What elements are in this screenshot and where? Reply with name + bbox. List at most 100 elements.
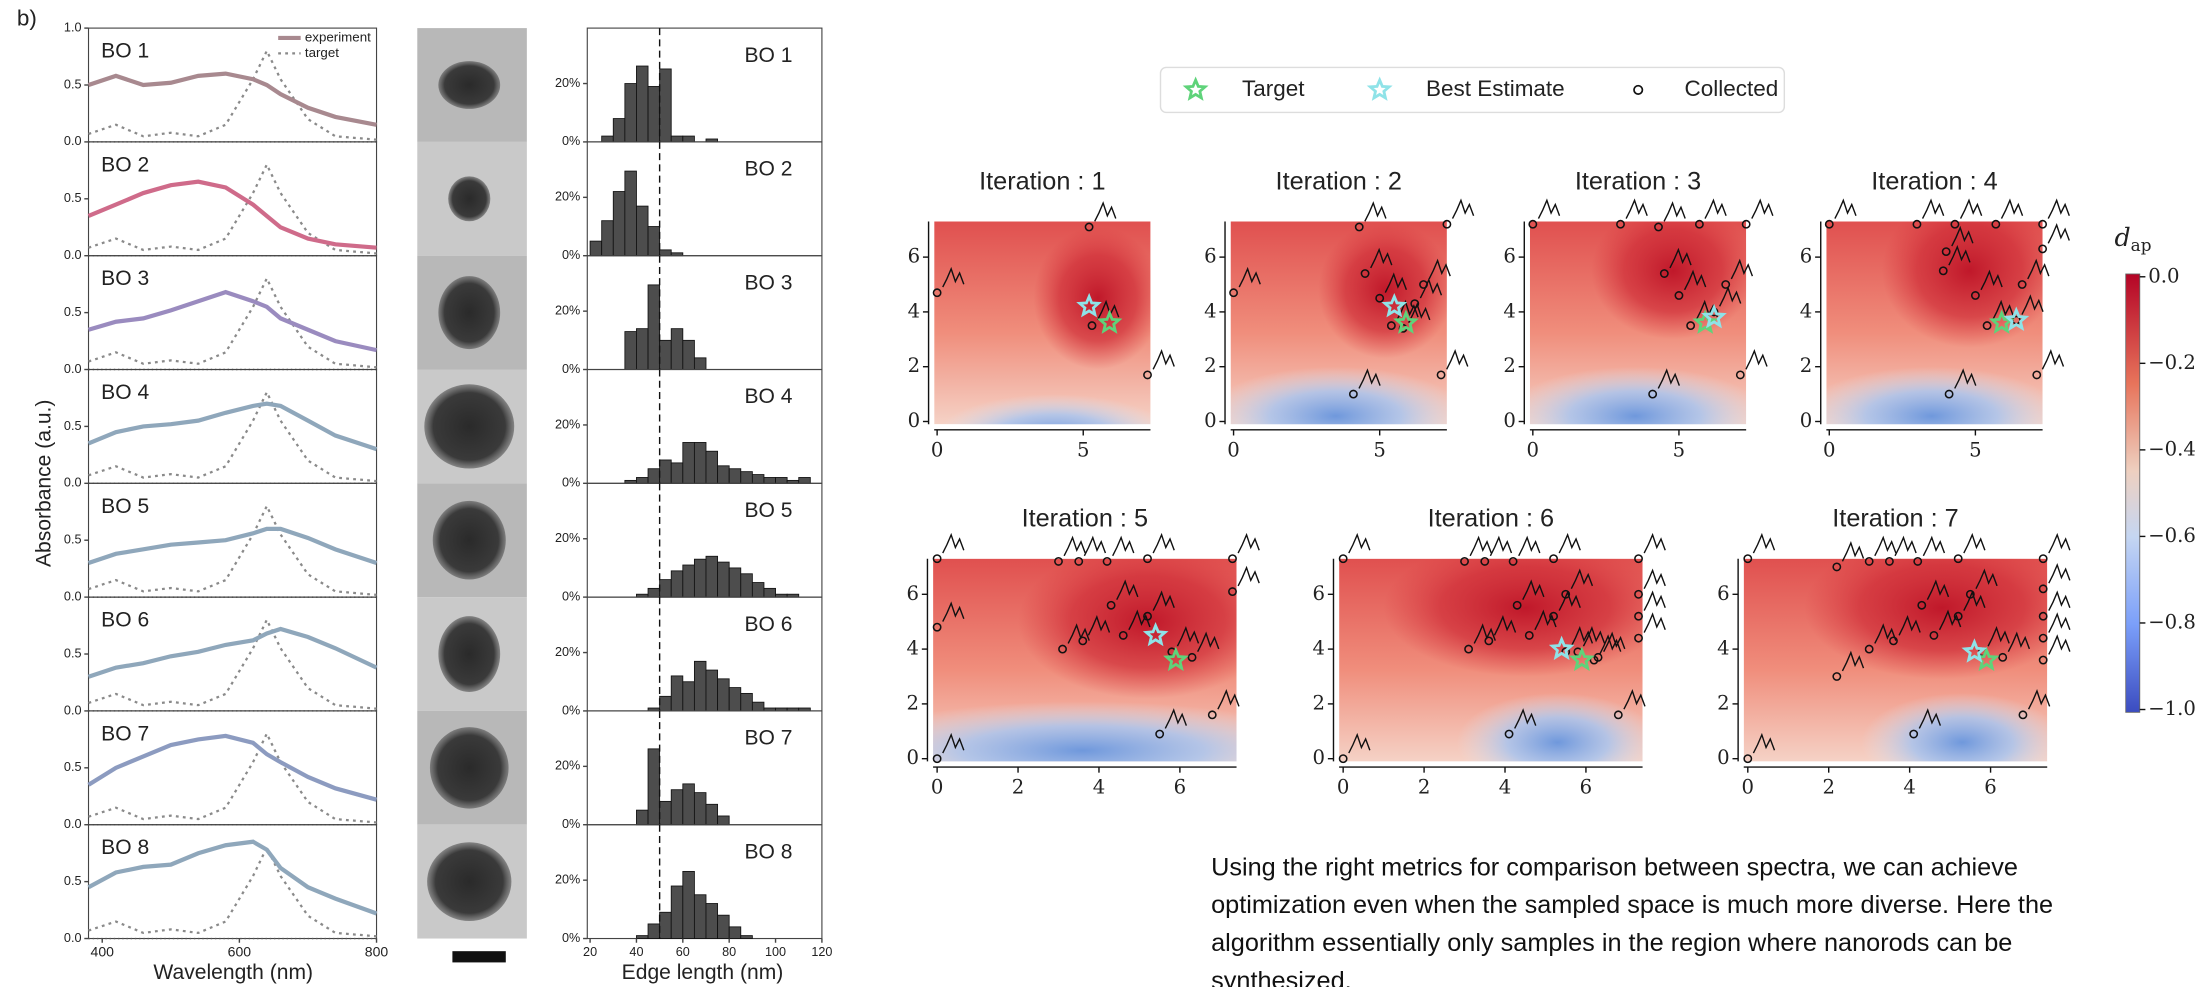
x-tick-label: 5 [1373,438,1386,461]
plot-title: Iteration : 7 [1832,505,1958,533]
hist-bar [729,927,741,939]
x-tick-label: 6 [1984,776,1997,799]
hist-bar [625,332,637,370]
hist-bar [660,340,672,369]
spectrum-glyph [1519,538,1540,556]
experiment-curve [89,182,377,248]
plot-title: Iteration : 1 [979,167,1105,195]
hist-bar [613,119,625,142]
heatmap [1339,540,1667,792]
y-tick-label: 0.5 [64,77,82,91]
spectrum-glyph [1153,535,1174,553]
x-tick-label: 0 [1527,438,1540,461]
spectrum-glyph [1064,538,1085,556]
row-label: BO 4 [101,381,149,404]
spectrum-glyph [2048,225,2069,243]
spectrum-glyph [1349,535,1370,553]
hist-bar [752,583,764,598]
row-label: BO 8 [101,836,149,859]
hist-bar [648,924,660,939]
heatmap-low [1204,367,1467,466]
heatmap-low [1861,693,2063,792]
nanoparticle [448,176,490,221]
heatmap-layers [934,221,1171,476]
row-label: BO 8 [745,840,793,863]
y-tick-label: 0 [907,746,920,769]
spectrum-glyph [1153,351,1174,369]
spectrum-glyph [2048,200,2069,218]
y-tick-label: 0 [1313,746,1326,769]
x-tick-label: 5 [1077,438,1090,461]
heatmap-layers [1744,537,2080,792]
y-tick-label: 0 [1503,409,1516,432]
heatmap-high [1034,227,1163,369]
hist-bar [706,451,718,483]
y-tick-label: 2 [1503,354,1516,377]
colorbar-tick-label: 0.0 [2148,264,2179,287]
heatmap-low [1800,367,2063,466]
nanoparticle [424,384,514,468]
y-tick-label: 20% [555,76,580,90]
experiment-curve [89,529,377,563]
y-tick-label: 0.5 [64,874,82,888]
hist-bar [660,460,672,483]
target-curve [89,165,377,254]
hist-bar [694,358,706,370]
row-label: BO 1 [101,40,149,63]
hist-bar [602,221,614,256]
hist-bar [752,475,764,484]
experiment-curve [89,404,377,450]
hist-bar [671,571,683,597]
row-label: BO 7 [101,722,149,745]
row-label: BO 5 [101,495,149,518]
y-tick-label: 20% [555,759,580,773]
hist-bar [741,936,753,939]
hist-bar [636,66,648,142]
hist-bar [741,574,753,597]
scale-bar [452,951,505,962]
hist-bar [636,329,648,370]
hist-bar [683,784,695,825]
y-tick-label: 0.0 [64,248,82,262]
x-tick-label: 0 [1227,438,1240,461]
y-tick-label: 4 [908,299,921,322]
hist-bar [648,285,660,370]
caption: Using the right metrics for comparison b… [1211,849,2110,987]
y-tick-label: 0 [1204,409,1217,432]
spectrum-glyph [1664,203,1685,221]
y-tick-label: 4 [907,637,920,660]
x-axis-label: Wavelength (nm) [153,961,313,984]
row-label: BO 2 [745,158,793,181]
spectrum-glyph [1895,538,1916,556]
nanoparticle [427,842,511,921]
hist-bar [671,886,683,939]
legend-label: Best Estimate [1426,76,1565,101]
spectrum-glyph [1113,538,1134,556]
y-tick-label: 6 [1503,245,1516,268]
hist-bar [706,804,718,824]
y-tick-label: 0% [562,362,580,376]
hist-bar [706,670,718,711]
y-tick-label: 2 [1800,354,1813,377]
x-tick-label: 60 [676,945,690,959]
y-tick-label: 0% [562,589,580,603]
hist-bar [671,136,683,142]
y-tick-label: 0.5 [64,305,82,319]
hist-bar [660,801,672,824]
row-label: BO 6 [101,609,149,632]
plot-title: Iteration : 5 [1022,505,1148,533]
hist-bar [648,86,660,141]
hist-bar [776,477,788,483]
hist-bar [660,69,672,142]
spectrum-glyph [1238,535,1259,553]
y-tick-label: 0.0 [64,134,82,148]
y-tick-label: 4 [1800,299,1813,322]
spectrum-glyph [2049,565,2070,583]
x-tick-label: 100 [765,945,786,959]
heatmap [1744,537,2080,792]
page: b) Using the right metrics for compariso… [0,0,2203,987]
hist-bar [683,340,695,369]
heatmap-high [1591,202,1755,339]
x-tick-label: 4 [1499,776,1512,799]
nanoparticle [433,501,506,580]
